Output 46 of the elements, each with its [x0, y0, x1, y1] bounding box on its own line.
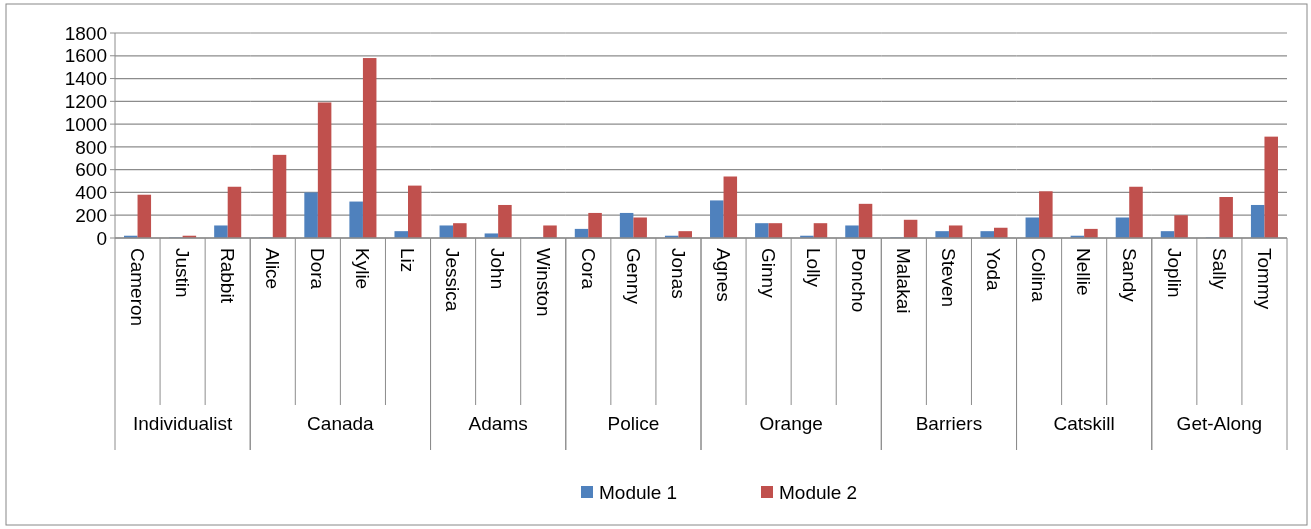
legend-label: Module 1 — [599, 481, 678, 503]
x-tick-label: Justin — [171, 248, 193, 298]
y-tick-label: 1200 — [64, 90, 107, 112]
x-tick-label: Steven — [938, 248, 960, 308]
x-tick-label: Cora — [577, 248, 599, 290]
x-axis-title: Barriers — [915, 412, 983, 434]
x-tick-label: Genny — [622, 248, 644, 305]
x-tick-label: Alice — [262, 248, 284, 290]
x-axis-title: Police — [607, 412, 660, 434]
x-tick-label: Rabbit — [217, 248, 239, 304]
y-tick-label: 1600 — [64, 45, 107, 67]
x-tick-label: Tommy — [1253, 248, 1275, 310]
y-tick-label: 400 — [75, 182, 107, 204]
x-tick-label: Agnes — [712, 248, 734, 302]
x-tick-label: Ginny — [757, 248, 779, 299]
x-tick-label: Yoda — [983, 248, 1005, 292]
x-axis-title: Catskill — [1053, 412, 1115, 434]
x-tick-label: Jessica — [442, 248, 464, 312]
y-tick-label: 1800 — [64, 22, 107, 44]
y-tick-label: 200 — [75, 204, 107, 226]
x-tick-label: Cameron — [126, 248, 148, 327]
x-tick-label: Nellie — [1073, 248, 1095, 296]
y-tick-label: 800 — [75, 136, 107, 158]
x-axis-title: Canada — [307, 412, 375, 434]
x-tick-label: Kylie — [352, 248, 374, 290]
x-tick-label: Liz — [397, 248, 419, 273]
y-tick-label: 0 — [96, 227, 107, 249]
x-tick-label: Poncho — [848, 248, 870, 313]
y-tick-label: 1400 — [64, 68, 107, 90]
y-tick-label: 1000 — [64, 113, 107, 135]
x-axis-title: Orange — [759, 412, 823, 434]
x-tick-label: Sally — [1208, 248, 1230, 290]
x-tick-label: Joplin — [1163, 248, 1185, 298]
x-axis-title: Adams — [468, 412, 528, 434]
x-tick-label: Dora — [307, 248, 329, 290]
y-tick-label: 600 — [75, 159, 107, 181]
x-tick-label: Lolly — [803, 248, 825, 288]
x-axis-title: Individualist — [132, 412, 233, 434]
x-tick-label: Colina — [1028, 248, 1050, 303]
x-tick-label: John — [487, 248, 509, 290]
x-tick-label: Malakai — [893, 248, 915, 314]
legend-label: Module 2 — [779, 481, 858, 503]
x-tick-label: Jonas — [667, 248, 689, 299]
x-tick-label: Sandy — [1118, 248, 1140, 303]
x-axis-title: Get-Along — [1176, 412, 1263, 434]
x-tick-label: Winston — [532, 248, 554, 317]
